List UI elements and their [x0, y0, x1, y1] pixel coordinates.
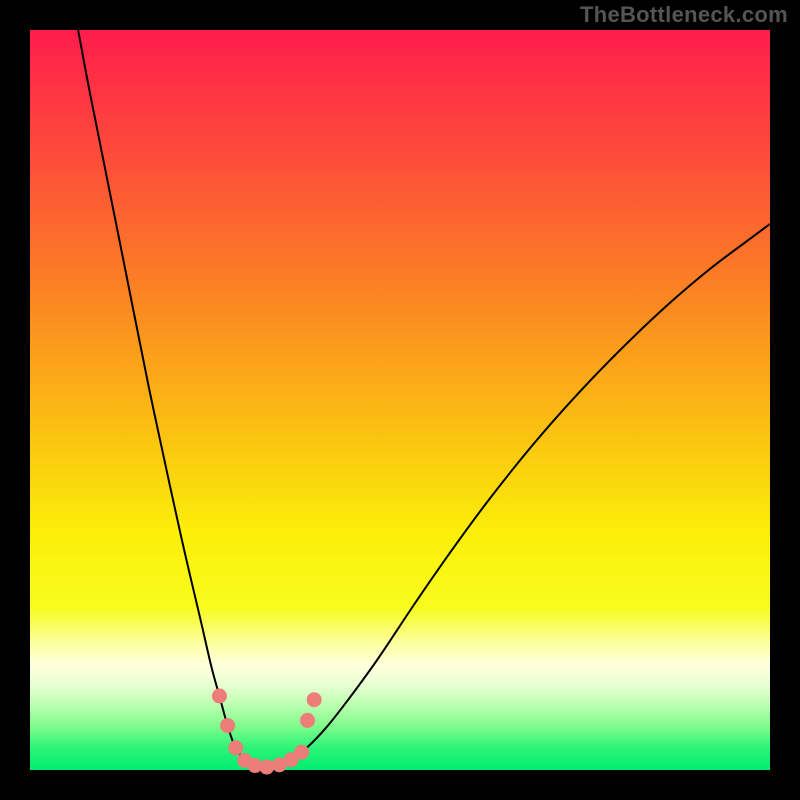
- watermark-text: TheBottleneck.com: [580, 2, 788, 28]
- curve-marker: [229, 741, 243, 755]
- chart-svg: [0, 0, 800, 800]
- curve-marker: [295, 745, 309, 759]
- curve-marker: [301, 713, 315, 727]
- curve-marker: [307, 693, 321, 707]
- curve-marker: [221, 719, 235, 733]
- curve-marker: [260, 760, 274, 774]
- curve-marker: [212, 689, 226, 703]
- plot-background: [30, 30, 770, 770]
- outer-frame: TheBottleneck.com: [0, 0, 800, 800]
